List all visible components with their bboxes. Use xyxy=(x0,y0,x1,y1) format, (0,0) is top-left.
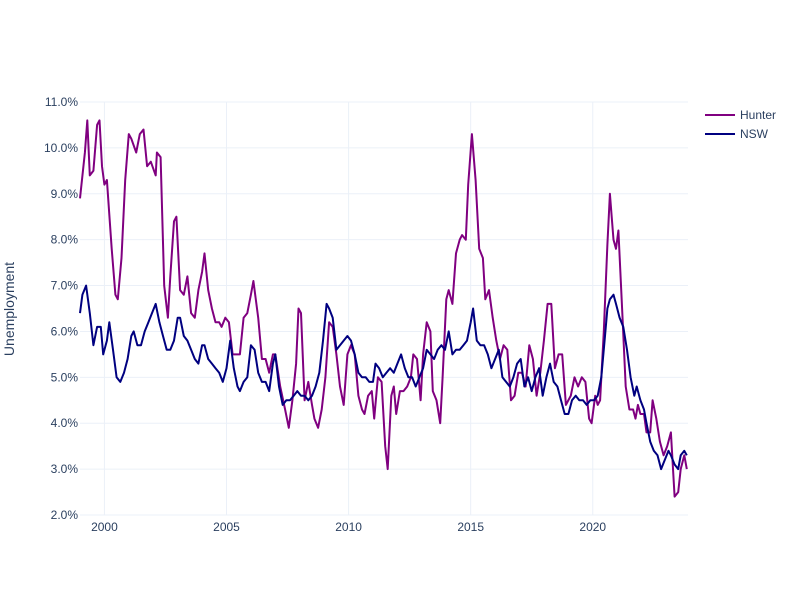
series-line-nsw[interactable] xyxy=(79,284,688,471)
y-tick-label: 10.0% xyxy=(44,141,78,155)
y-tick-label: 4.0% xyxy=(51,416,79,430)
x-tick-label: 2010 xyxy=(335,520,362,534)
plot-area xyxy=(79,119,688,498)
x-axis: 2000 2005 2010 2015 2020 xyxy=(91,520,606,534)
legend[interactable]: Hunter NSW xyxy=(705,108,776,141)
y-tick-label: 5.0% xyxy=(51,370,79,384)
x-tick-label: 2005 xyxy=(213,520,240,534)
y-tick-label: 7.0% xyxy=(51,279,79,293)
legend-item-hunter[interactable]: Hunter xyxy=(705,108,776,122)
x-tick-label: 2020 xyxy=(579,520,606,534)
series-line-hunter[interactable] xyxy=(79,119,688,498)
legend-label: NSW xyxy=(740,127,769,141)
gridlines xyxy=(80,101,688,516)
x-tick-label: 2000 xyxy=(91,520,118,534)
y-tick-label: 2.0% xyxy=(51,508,79,522)
legend-item-nsw[interactable]: NSW xyxy=(705,127,769,141)
y-tick-label: 3.0% xyxy=(51,462,79,476)
y-tick-label: 8.0% xyxy=(51,233,79,247)
y-axis: 2.0% 3.0% 4.0% 5.0% 6.0% 7.0% 8.0% 9.0% 10.0% 11.… xyxy=(44,95,78,522)
y-tick-label: 9.0% xyxy=(51,187,79,201)
x-tick-label: 2015 xyxy=(457,520,484,534)
y-tick-label: 11.0% xyxy=(45,95,78,109)
y-tick-label: 6.0% xyxy=(51,324,79,338)
legend-label: Hunter xyxy=(740,108,776,122)
y-axis-title: Unemployment xyxy=(1,262,17,356)
